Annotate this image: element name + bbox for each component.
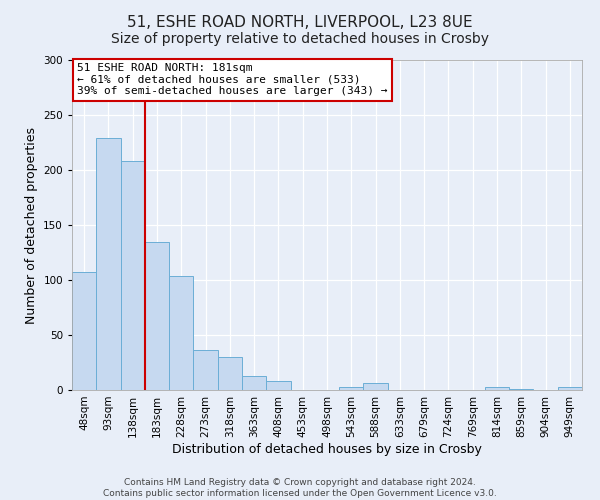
Bar	[96, 138, 121, 390]
X-axis label: Distribution of detached houses by size in Crosby: Distribution of detached houses by size …	[172, 442, 482, 456]
Bar	[145, 242, 169, 390]
Bar	[558, 386, 582, 390]
Bar	[509, 389, 533, 390]
Bar	[169, 276, 193, 390]
Bar	[193, 350, 218, 390]
Bar	[364, 384, 388, 390]
Bar	[218, 357, 242, 390]
Text: Size of property relative to detached houses in Crosby: Size of property relative to detached ho…	[111, 32, 489, 46]
Y-axis label: Number of detached properties: Number of detached properties	[25, 126, 38, 324]
Bar	[339, 386, 364, 390]
Text: 51, ESHE ROAD NORTH, LIVERPOOL, L23 8UE: 51, ESHE ROAD NORTH, LIVERPOOL, L23 8UE	[127, 15, 473, 30]
Bar	[72, 272, 96, 390]
Text: 51 ESHE ROAD NORTH: 181sqm
← 61% of detached houses are smaller (533)
39% of sem: 51 ESHE ROAD NORTH: 181sqm ← 61% of deta…	[77, 64, 388, 96]
Bar	[485, 386, 509, 390]
Bar	[266, 381, 290, 390]
Bar	[121, 161, 145, 390]
Bar	[242, 376, 266, 390]
Text: Contains HM Land Registry data © Crown copyright and database right 2024.
Contai: Contains HM Land Registry data © Crown c…	[103, 478, 497, 498]
